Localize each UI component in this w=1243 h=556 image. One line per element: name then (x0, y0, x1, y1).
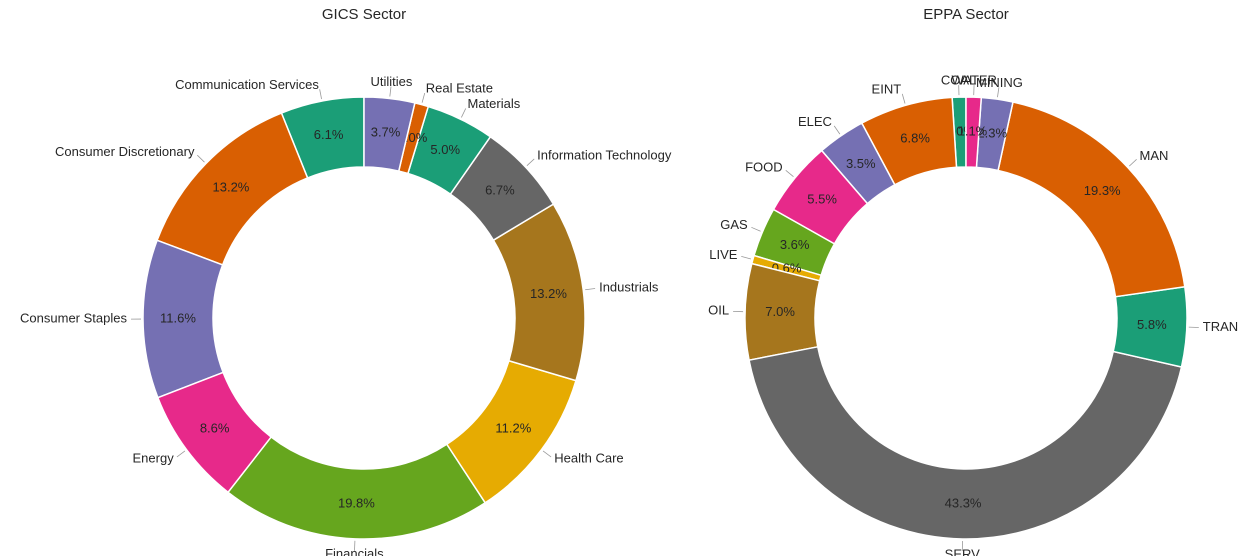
leader-line (997, 87, 1000, 98)
value-label: 7.0% (765, 304, 795, 319)
chart-title: GICS Sector (322, 6, 406, 23)
leader-line (901, 93, 906, 104)
leader-line (585, 288, 596, 291)
leader-line (389, 86, 392, 97)
category-label: ELEC (798, 114, 832, 129)
value-label: 19.3% (1084, 183, 1121, 198)
leader-line (751, 226, 761, 232)
leader-line (319, 89, 322, 100)
leader-line (833, 125, 841, 135)
category-label: EINT (872, 81, 902, 96)
value-label: 5.8% (1137, 317, 1167, 332)
category-label: OIL (708, 303, 729, 318)
category-label: Consumer Discretionary (55, 144, 195, 159)
wedge (748, 345, 1183, 540)
category-label: Financials (325, 546, 384, 556)
category-label: Materials (468, 96, 521, 111)
category-label: Energy (133, 451, 175, 466)
category-label: Health Care (554, 451, 623, 466)
leader-line (526, 158, 535, 167)
value-label: 13.2% (213, 179, 250, 194)
category-label: FOOD (745, 159, 783, 174)
leader-line (421, 92, 426, 103)
category-label: Communication Services (175, 77, 319, 92)
wedge (997, 101, 1186, 298)
leader-line (461, 108, 467, 118)
value-label: 3.5% (846, 156, 876, 171)
category-label: Information Technology (537, 148, 672, 163)
value-label: 11.2% (495, 420, 531, 435)
category-label: COAL (941, 73, 976, 88)
leader-line (741, 256, 752, 260)
category-label: TRAN (1203, 319, 1238, 334)
leader-line (542, 450, 552, 458)
value-label: 5.0% (430, 142, 460, 157)
category-label: MAN (1140, 148, 1169, 163)
value-label: 5.5% (807, 192, 837, 207)
category-label: Industrials (599, 279, 659, 294)
value-label: 3.7% (371, 125, 401, 140)
leader-line (197, 154, 205, 163)
leader-line (176, 450, 186, 458)
leader-line (785, 170, 794, 178)
value-label: 6.8% (900, 131, 930, 146)
chart-title: EPPA Sector (923, 6, 1009, 23)
leader-line (1129, 159, 1137, 167)
value-label: 2.3% (977, 125, 1007, 140)
value-label: 43.3% (945, 495, 982, 510)
category-label: Utilities (371, 74, 413, 89)
value-label: 6.7% (485, 182, 515, 197)
wedge (227, 436, 487, 540)
category-label: WATER (951, 73, 997, 88)
category-label: GAS (720, 217, 748, 232)
value-label: 3.6% (780, 237, 810, 252)
category-label: Consumer Staples (20, 311, 127, 326)
category-label: LIVE (709, 247, 738, 262)
value-label: 13.2% (530, 286, 567, 301)
value-label: 8.6% (200, 420, 230, 435)
wedge (965, 96, 983, 169)
value-label: 1.1% (958, 124, 988, 139)
wedge (363, 96, 416, 172)
category-label: Real Estate (426, 81, 493, 96)
category-label: SERV (945, 546, 980, 556)
category-label: MINING (976, 75, 1023, 90)
value-label: 11.6% (160, 310, 196, 325)
value-label: 6.1% (314, 127, 344, 142)
value-label: 19.8% (338, 495, 375, 510)
